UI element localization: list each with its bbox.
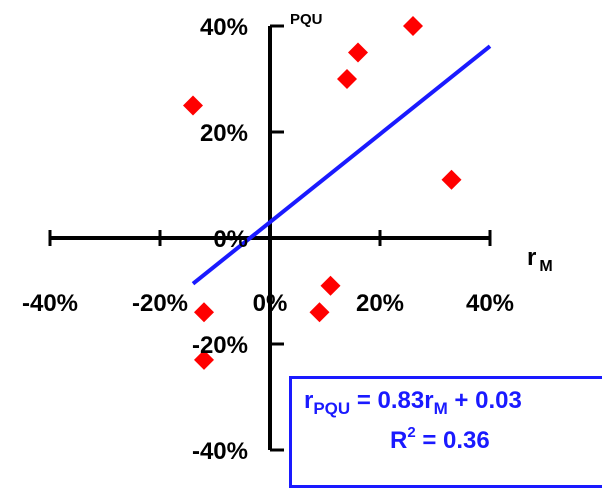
x-tick-label: 0% (253, 290, 288, 317)
regression-equation-box: rPQU = 0.83rM + 0.03 R2 = 0.36 (289, 376, 602, 488)
axes (48, 24, 492, 452)
data-point (309, 302, 330, 323)
data-point (348, 42, 368, 63)
x-tick-label: -20% (132, 290, 188, 317)
r-squared: R2 = 0.36 (390, 424, 490, 454)
x-tick-label: 20% (356, 290, 404, 317)
y-axis-label: PQU (290, 11, 323, 28)
tick-labels-layer: -40% -20% 0% 20% 40%-40%-20%0%20%40% (22, 14, 514, 465)
y-tick-label: -20% (192, 332, 248, 359)
data-point (337, 69, 357, 89)
points-layer (183, 16, 462, 370)
regression-line (191, 44, 492, 286)
x-tick-label: -40% (22, 290, 78, 317)
y-tick-label: 0% (213, 226, 248, 253)
data-point (183, 95, 203, 116)
data-point (441, 169, 462, 190)
regression-equation: rPQU = 0.83rM + 0.03 (304, 387, 522, 418)
data-point (194, 302, 214, 323)
x-tick-label: 40% (466, 290, 514, 317)
data-point (403, 16, 423, 36)
regression-layer (191, 44, 492, 286)
y-tick-label: 40% (200, 14, 248, 41)
y-tick-label: -40% (192, 438, 248, 465)
y-tick-label: 20% (200, 120, 248, 147)
data-point (320, 275, 341, 296)
data-point (194, 349, 214, 370)
